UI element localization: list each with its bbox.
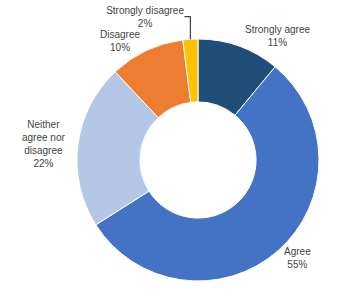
- svg-text:Neitheragree nordisagree22%: Neitheragree nordisagree22%: [22, 119, 65, 169]
- svg-text:Disagree10%: Disagree10%: [100, 29, 140, 53]
- svg-text:Agree55%: Agree55%: [284, 246, 311, 270]
- svg-text:Strongly disagree2%: Strongly disagree2%: [106, 5, 184, 29]
- svg-text:Strongly agree11%: Strongly agree11%: [245, 24, 310, 48]
